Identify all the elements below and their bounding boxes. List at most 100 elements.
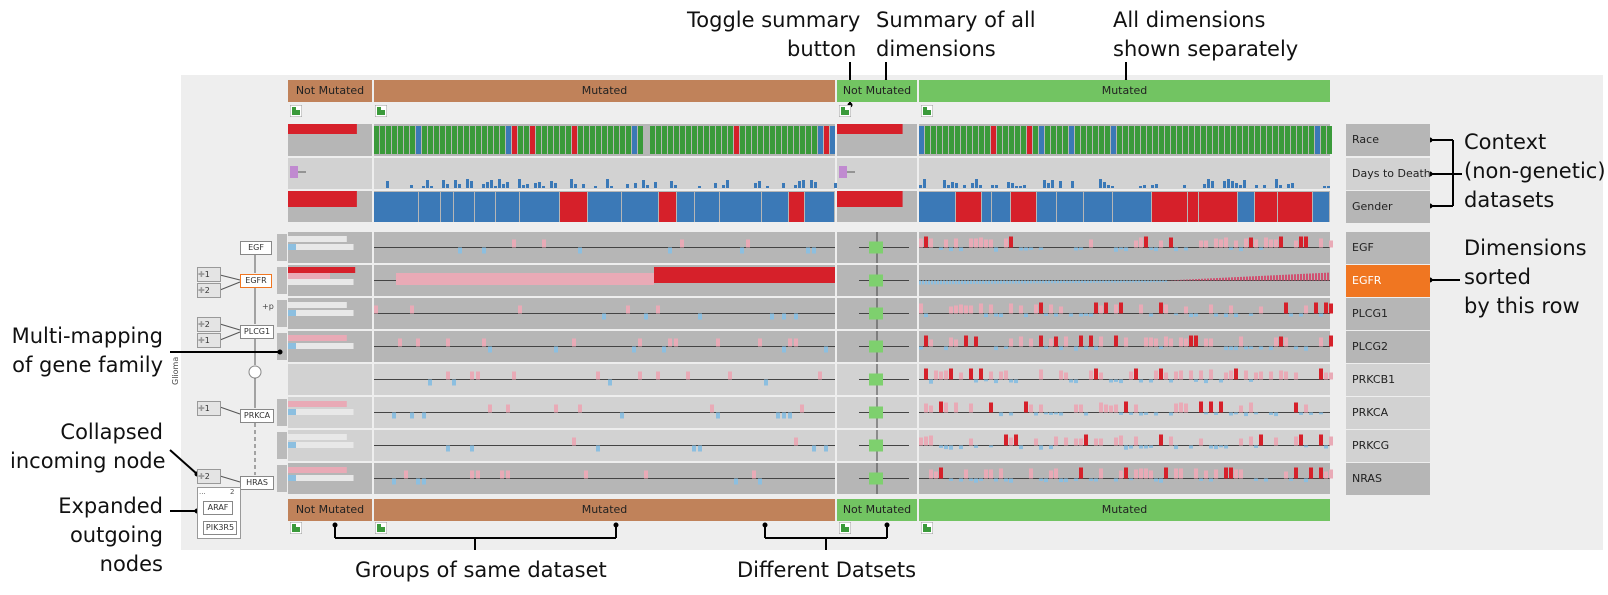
row-label-days-to-death[interactable]: Days to Death <box>1346 158 1430 190</box>
mutation-bar <box>638 338 642 347</box>
expression-bar <box>979 368 983 380</box>
group-header-mutated-2[interactable]: Mutated <box>919 80 1330 102</box>
egfr-bar <box>1303 273 1305 281</box>
collapsed-node-badge[interactable]: ✚1 <box>197 333 221 348</box>
row-label-prkcb1[interactable]: PRKCB1 <box>1346 364 1430 396</box>
pathway-edge <box>219 323 241 331</box>
race-cell <box>446 126 451 154</box>
expression-bar <box>1004 238 1008 248</box>
days-bar <box>466 179 469 188</box>
race-cell <box>943 126 948 154</box>
egfr-bar <box>1315 273 1317 281</box>
pathway-node-araf[interactable]: ARAF <box>203 501 233 515</box>
race-cell <box>824 126 829 154</box>
expression-bar <box>949 445 953 450</box>
expression-bar <box>1299 236 1303 248</box>
toggle-summary-icon[interactable] <box>290 105 302 117</box>
collapsed-node-badge[interactable]: ✚1 <box>197 267 221 282</box>
egfr-bar <box>964 280 966 285</box>
pathway-node-prkca[interactable]: PRKCA <box>240 409 274 423</box>
toggle-summary-icon[interactable] <box>839 105 851 117</box>
expression-bar <box>1119 247 1123 250</box>
egfr-bar <box>988 280 990 284</box>
group-footer-mutated-2[interactable]: Mutated <box>919 499 1330 521</box>
family-node[interactable] <box>248 365 262 379</box>
annotation-multimap: Multi-mapping <box>11 324 163 348</box>
row-label-prkcg[interactable]: PRKCG <box>1346 430 1430 462</box>
row-label-plcg2[interactable]: PLCG2 <box>1346 331 1430 363</box>
race-cell <box>1315 126 1320 154</box>
expression-bar <box>939 467 943 479</box>
group-footer-mutated-1[interactable]: Mutated <box>374 499 835 521</box>
toggle-summary-icon[interactable] <box>290 522 302 534</box>
expression-bar <box>949 337 953 347</box>
mutation-bar <box>596 371 600 380</box>
toggle-summary-icon[interactable] <box>839 522 851 534</box>
row-label-egf[interactable]: EGF <box>1346 232 1430 264</box>
expression-bar <box>1164 336 1168 347</box>
annotation-sorted-3: by this row <box>1464 294 1580 318</box>
race-cell <box>746 126 751 154</box>
collapsed-node-badge[interactable]: ✚2 <box>197 317 221 332</box>
expression-bar <box>1254 445 1258 448</box>
expression-bar <box>1134 469 1138 479</box>
expression-bar <box>1214 445 1218 450</box>
race-cell <box>937 126 942 154</box>
expression-bar <box>1019 336 1023 347</box>
annotation-context-3: datasets <box>1464 188 1555 212</box>
expression-bar <box>954 238 958 248</box>
days-bar <box>458 184 461 188</box>
group-footer-not-mutated-1[interactable]: Not Mutated <box>288 499 372 521</box>
row-label-nras[interactable]: NRAS <box>1346 463 1430 495</box>
summary-bar <box>288 442 296 448</box>
row-label-prkca[interactable]: PRKCA <box>1346 397 1430 429</box>
row-label-gender[interactable]: Gender <box>1346 191 1430 223</box>
expression-bar <box>1234 412 1238 415</box>
collapsed-node-badge[interactable]: ✚2 <box>197 469 221 484</box>
mutation-bar <box>584 470 588 479</box>
race-cell <box>632 126 637 154</box>
pathway-node-plcg1[interactable]: PLCG1 <box>240 325 274 339</box>
pathway-node-pik3r5[interactable]: PIK3R5 <box>203 521 237 535</box>
days-bar <box>798 181 801 188</box>
expression-bar <box>1219 401 1223 413</box>
egfr-bar <box>1105 280 1107 283</box>
pathway-node-egfr[interactable]: EGFR <box>240 274 272 288</box>
row-label-race[interactable]: Race <box>1346 124 1430 156</box>
row-label-plcg1[interactable]: PLCG1 <box>1346 298 1430 330</box>
race-cell <box>596 126 601 154</box>
mutation-bar <box>728 371 732 380</box>
egfr-bar <box>1006 280 1008 284</box>
row-label-egfr-sorted[interactable]: EGFR <box>1346 265 1430 297</box>
mutation-bar <box>512 239 516 248</box>
toggle-summary-icon[interactable] <box>375 105 387 117</box>
race-cell <box>1129 126 1134 154</box>
group-header-mutated-1[interactable]: Mutated <box>374 80 835 102</box>
expression-bar <box>1049 338 1053 347</box>
toggle-summary-icon[interactable] <box>375 522 387 534</box>
toggle-summary-icon[interactable] <box>921 522 933 534</box>
collapsed-node-badge[interactable]: ✚2 <box>197 283 221 298</box>
group-header-not-mutated-2[interactable]: Not Mutated <box>837 80 917 102</box>
days-bar <box>1203 184 1206 188</box>
group-header-not-mutated-1[interactable]: Not Mutated <box>288 80 372 102</box>
egfr-bar <box>1009 280 1011 284</box>
row-background <box>837 158 917 189</box>
group-footer-not-mutated-2[interactable]: Not Mutated <box>837 499 917 521</box>
mutation-bar <box>680 239 684 248</box>
race-cell <box>722 126 727 154</box>
race-cell <box>1093 126 1098 154</box>
collapsed-node-badge[interactable]: ✚1 <box>197 401 221 416</box>
pathway-node-egf[interactable]: EGF <box>240 241 272 255</box>
expression-bar <box>969 238 973 248</box>
egfr-bar <box>1045 280 1047 284</box>
expression-bar <box>1154 370 1158 380</box>
egfr-bar <box>922 280 924 285</box>
expression-bar <box>1074 478 1078 481</box>
expression-bar <box>1124 445 1128 450</box>
expression-bar <box>1259 346 1263 350</box>
days-boxplot <box>839 166 847 178</box>
pathway-node-hras[interactable]: HRAS <box>240 476 274 490</box>
expression-bar <box>944 346 948 351</box>
toggle-summary-icon[interactable] <box>921 105 933 117</box>
